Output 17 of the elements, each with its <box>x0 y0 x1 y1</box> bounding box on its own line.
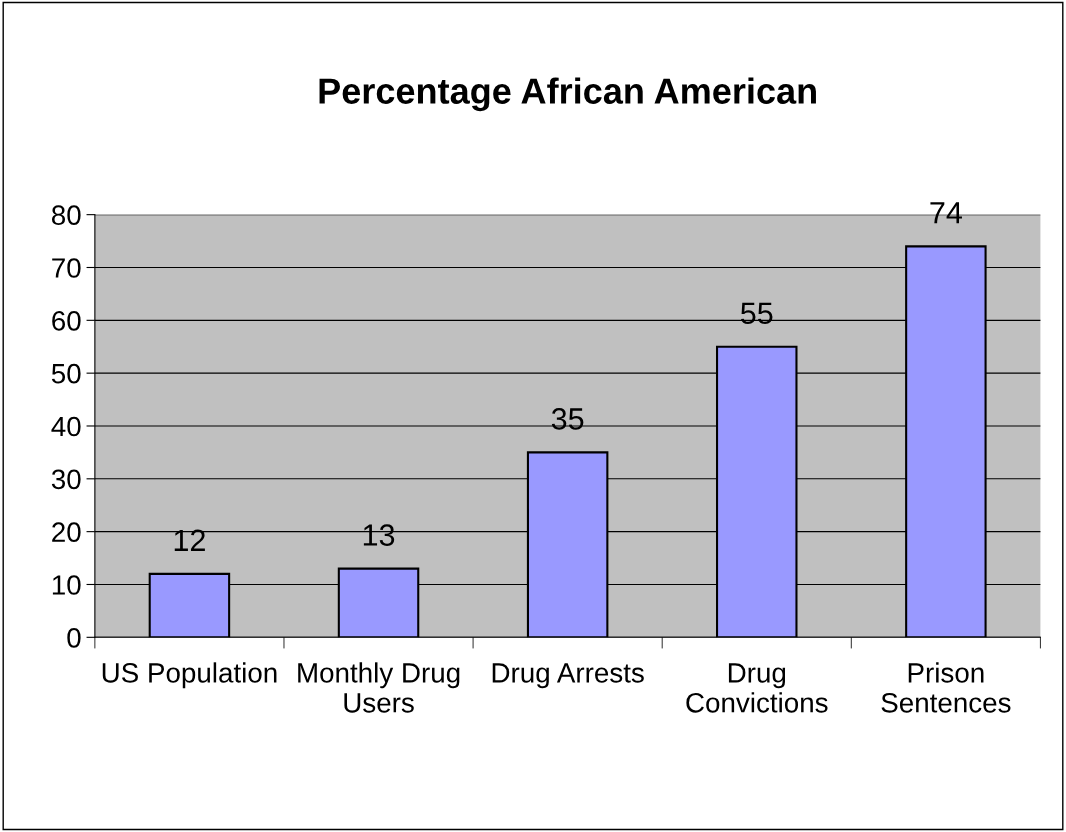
y-tick-label: 30 <box>51 469 81 490</box>
y-tick-label: 20 <box>52 522 81 542</box>
y-tick-label: 80 <box>51 205 81 225</box>
y-tick-label: 40 <box>51 416 81 437</box>
x-tick-label: Monthly Drug Users <box>298 662 460 713</box>
y-tick-label: 60 <box>52 310 81 331</box>
x-tick-label: Drug Arrests <box>492 663 644 689</box>
y-tick-label: 50 <box>51 363 81 384</box>
x-tick-label: Prison Sentences <box>881 662 1011 713</box>
data-label: 35 <box>551 408 584 430</box>
chart-title: Percentage African American <box>319 77 816 112</box>
y-tick-label: 70 <box>52 258 81 278</box>
x-tick-label: Drug Convictions <box>686 663 828 713</box>
y-tick-label: 10 <box>52 575 81 595</box>
x-tick-label: US Population <box>102 662 277 689</box>
y-tick-label: 0 <box>67 627 81 648</box>
data-label: 74 <box>930 202 962 224</box>
